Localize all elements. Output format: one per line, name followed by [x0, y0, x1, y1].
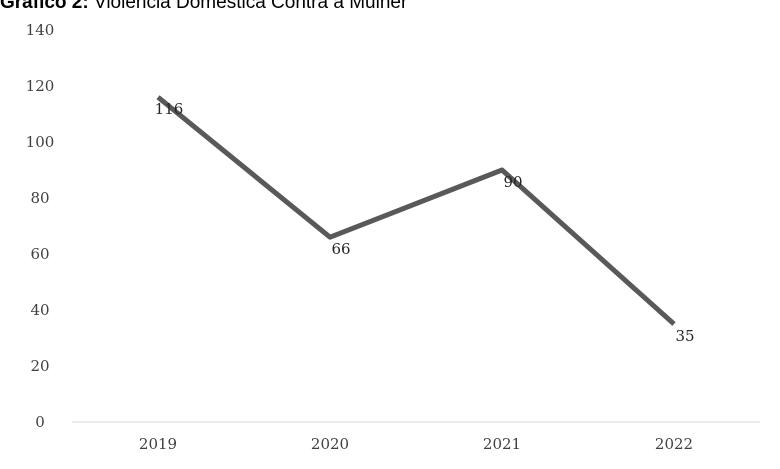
y-axis-tick-labels: 0 20 40 60 80 100 120 140	[26, 21, 55, 431]
x-tick-label-2022: 2022	[655, 435, 693, 453]
y-tick-label-140: 140	[26, 21, 55, 39]
chart-title: Gráfico 2: Violência Doméstica Contra a …	[0, 0, 780, 14]
data-labels: 116 66 90 35	[155, 100, 695, 345]
data-label-2022: 35	[675, 327, 694, 345]
y-tick-label-80: 80	[30, 189, 49, 207]
y-tick-label-60: 60	[30, 245, 49, 263]
y-tick-label-100: 100	[26, 133, 55, 151]
x-tick-label-2021: 2021	[483, 435, 521, 453]
series-line	[156, 95, 676, 326]
y-tick-label-0: 0	[35, 413, 45, 431]
y-tick-label-120: 120	[26, 77, 55, 95]
data-label-2021: 90	[503, 173, 522, 191]
data-label-2019: 116	[155, 100, 184, 118]
x-tick-label-2020: 2020	[311, 435, 349, 453]
data-label-2020: 66	[331, 240, 350, 258]
y-tick-label-40: 40	[30, 301, 49, 319]
x-axis-tick-labels: 2019 2020 2021 2022	[139, 435, 693, 453]
y-tick-label-20: 20	[30, 357, 49, 375]
x-tick-label-2019: 2019	[139, 435, 177, 453]
chart-title-text: Violência Doméstica Contra a Mulher	[93, 0, 408, 13]
chart-title-prefix: Gráfico 2:	[0, 0, 89, 13]
